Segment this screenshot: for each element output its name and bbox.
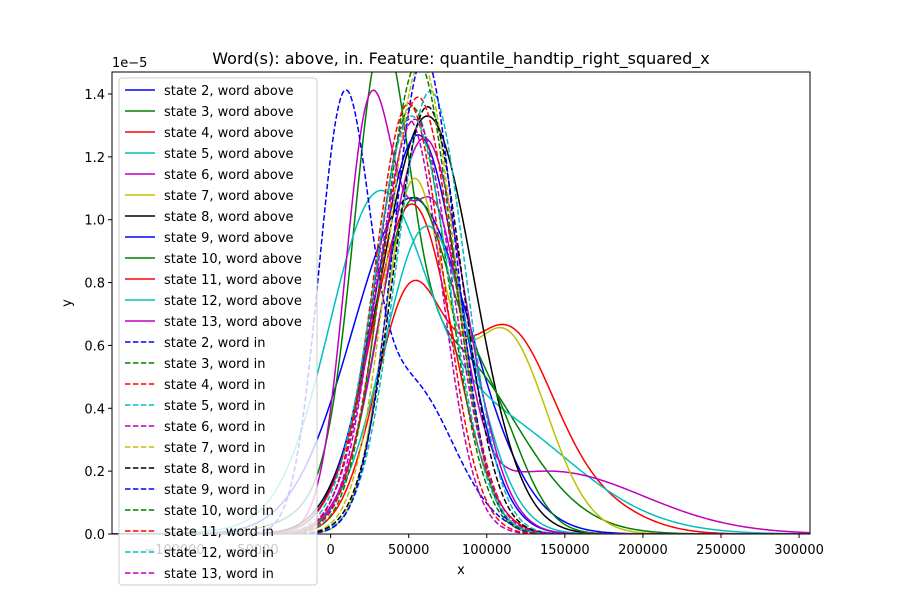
legend-label: state 2, word in (164, 336, 266, 351)
series-line-16 (112, 90, 810, 534)
x-tick-label: 150000 (540, 543, 590, 558)
y-axis-ticks: 0.0 0.2 0.4 0.6 0.8 1.0 1.2 1.4 (84, 88, 112, 543)
legend-label: state 13, word in (164, 567, 274, 582)
y-tick-label: 1.4 (84, 88, 105, 103)
legend-label: state 7, word in (164, 441, 266, 456)
x-tick-label: 100000 (462, 543, 512, 558)
legend-label: state 10, word in (164, 504, 274, 519)
legend-label: state 12, word above (164, 294, 302, 309)
y-tick-label: 1.0 (84, 214, 105, 229)
series-line-19 (112, 105, 810, 534)
chart-title: Word(s): above, in. Feature: quantile_ha… (212, 49, 709, 69)
x-tick-label: 300000 (774, 543, 824, 558)
legend-box (118, 77, 318, 586)
legend-label: state 3, word in (164, 357, 266, 372)
y-tick-label: 1.2 (84, 151, 105, 166)
legend-label: state 5, word above (164, 147, 294, 162)
legend-label: state 8, word above (164, 210, 294, 225)
legend-label: state 8, word in (164, 462, 266, 477)
legend-label: state 9, word above (164, 231, 294, 246)
series-line-23 (112, 115, 810, 534)
y-tick-label: 0.0 (84, 528, 105, 543)
legend-label: state 6, word above (164, 168, 294, 183)
legend-label: state 6, word in (164, 420, 266, 435)
legend: state 2, word above state 3, word above st… (118, 77, 318, 586)
legend-label: state 5, word in (164, 399, 266, 414)
x-tick-label: 250000 (696, 543, 746, 558)
x-tick-label: 50000 (388, 543, 429, 558)
y-tick-label: 0.4 (84, 402, 105, 417)
x-tick-label: 200000 (618, 543, 668, 558)
legend-label: state 10, word above (164, 252, 302, 267)
x-axis-label: x (457, 563, 465, 578)
legend-label: state 12, word in (164, 546, 274, 561)
legend-label: state 3, word above (164, 105, 294, 120)
x-tick-label: 0 (326, 543, 334, 558)
series-line-20 (112, 72, 810, 534)
series-line-21 (112, 72, 810, 534)
series-line-14 (112, 105, 810, 534)
legend-label: state 11, word in (164, 525, 274, 540)
series-line-17 (112, 118, 810, 534)
y-tick-label: 0.8 (84, 277, 105, 292)
y-tick-label: 0.2 (84, 465, 105, 480)
legend-label: state 9, word in (164, 483, 266, 498)
y-axis-label: y (60, 299, 75, 307)
legend-label: state 7, word above (164, 189, 294, 204)
plot-frame (111, 71, 811, 535)
legend-label: state 11, word above (164, 273, 302, 288)
legend-label: state 13, word above (164, 315, 302, 330)
legend-label: state 2, word above (164, 84, 294, 99)
y-axis-multiplier: 1e−5 (112, 56, 147, 71)
legend-label: state 4, word above (164, 126, 294, 141)
y-tick-label: 0.6 (84, 339, 105, 354)
series-line-22 (112, 102, 810, 534)
legend-label: state 4, word in (164, 378, 266, 393)
